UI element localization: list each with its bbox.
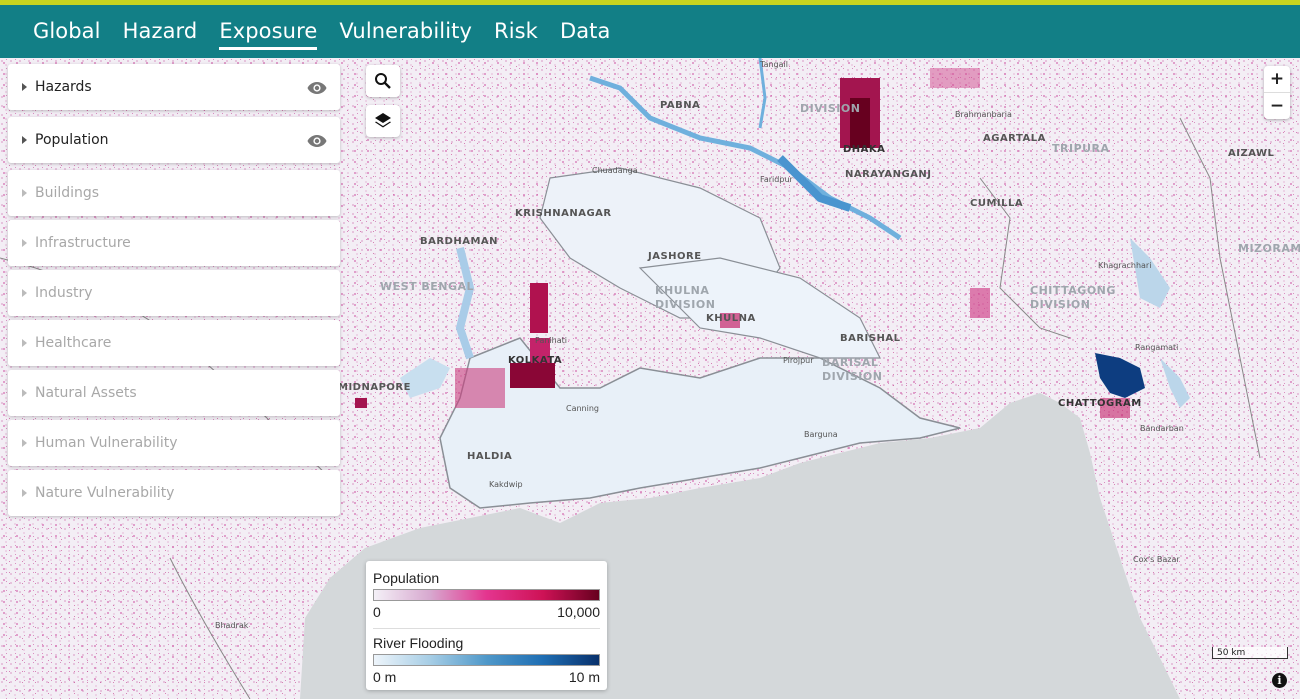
map-label-khulna: KHULNA [706,313,756,324]
search-icon [375,73,391,89]
map-label-coxs-bazar: Cox's Bazar [1133,555,1180,564]
legend-title-flooding: River Flooding [373,635,464,651]
layers-panel: Hazards Population Buildings Infrastruct… [8,64,340,520]
map-label-krishnanagar: KRISHNANAGAR [515,208,612,219]
caret-right-icon [22,439,27,447]
panel-item-nature-vulnerability[interactable]: Nature Vulnerability [8,470,340,516]
map-label-tangail: Tangail [760,60,788,69]
map-label-kolkata: KOLKATA [508,355,563,366]
info-icon[interactable]: i [1272,673,1287,688]
map-label-jashore: JASHORE [648,251,702,262]
search-button[interactable] [366,65,400,97]
map-label-faridpur: Faridpur [760,175,793,184]
panel-item-label: Industry [35,285,93,301]
map-canvas[interactable]: PABNA Tangail DIVISION DHAKA NARAYANGANJ… [0,58,1300,699]
nav-tab-hazard[interactable]: Hazard [122,19,198,43]
panel-item-label: Nature Vulnerability [35,485,175,501]
layers-icon [375,113,391,128]
map-label-dhaka-division: DIVISION [800,102,861,115]
panel-item-healthcare[interactable]: Healthcare [8,320,340,366]
caret-right-icon [22,83,27,91]
panel-item-label: Infrastructure [35,235,131,251]
caret-right-icon [22,339,27,347]
zoom-control: + − [1264,66,1290,119]
map-label-barisal-division: BARISAL DIVISION [822,356,883,383]
map-label-barguna: Barguna [804,430,838,439]
map-label-khagrachhari: Khagrachhari [1098,261,1152,270]
caret-right-icon [22,189,27,197]
map-label-chattogram: CHATTOGRAM [1058,398,1142,409]
panel-item-hazards[interactable]: Hazards [8,64,340,110]
zoom-in-button[interactable]: + [1269,69,1285,89]
panel-item-label: Buildings [35,185,100,201]
panel-item-label: Human Vulnerability [35,435,178,451]
map-label-pabna: PABNA [660,100,701,111]
map-label-pirojpur: Pirojpur [783,356,814,365]
nav-tab-global[interactable]: Global [33,19,101,43]
panel-item-label: Hazards [35,79,92,95]
legend-population-min: 0 [373,604,381,620]
map-label-haldia: HALDIA [467,451,513,462]
layers-button[interactable] [366,105,400,137]
panel-item-human-vulnerability[interactable]: Human Vulnerability [8,420,340,466]
map-legend: Population 0 10,000 River Flooding 0 m 1… [366,561,607,690]
main-nav: Global Hazard Exposure Vulnerability Ris… [33,19,632,50]
scale-bar: 50 km [1212,647,1288,659]
caret-right-icon [22,389,27,397]
zoom-out-button[interactable]: − [1264,92,1290,119]
panel-item-industry[interactable]: Industry [8,270,340,316]
legend-title-population: Population [373,570,440,586]
eye-icon[interactable] [307,133,327,152]
panel-item-label: Population [35,132,109,148]
map-label-brahmanbaria: Brahmanbaria [955,110,1012,119]
map-label-chittagong-division: CHITTAGONG DIVISION [1030,284,1116,311]
legend-population-max: 10,000 [557,604,600,620]
caret-right-icon [22,136,27,144]
map-label-mizoram: MIZORAM [1238,242,1300,255]
caret-right-icon [22,289,27,297]
legend-flooding-max: 10 m [568,669,600,685]
nav-tab-data[interactable]: Data [559,19,611,43]
map-label-west-bengal: WEST BENGAL [380,280,475,293]
map-label-tripura: TRIPURA [1052,142,1110,155]
caret-right-icon [22,239,27,247]
map-label-khulna-division: KHULNA DIVISION [655,284,716,311]
panel-item-population[interactable]: Population [8,117,340,163]
panel-item-infrastructure[interactable]: Infrastructure [8,220,340,266]
map-label-rangamati: Rangamati [1135,343,1179,352]
map-label-canning: Canning [566,404,599,413]
map-label-chuadanga: Chuadanga [592,166,638,175]
legend-flooding-min: 0 m [373,669,397,685]
map-label-bhadrak: Bhadrak [215,621,249,630]
map-graphic [0,58,1300,699]
panel-item-label: Natural Assets [35,385,137,401]
map-label-panihati: Panihati [535,336,567,345]
nav-tab-risk[interactable]: Risk [494,19,538,43]
map-label-aizawl: AIZAWL [1228,148,1275,159]
map-label-barishal: BARISHAL [840,333,901,344]
map-label-cumilla: CUMILLA [970,198,1024,209]
map-label-dhaka: DHAKA [843,144,886,155]
panel-item-buildings[interactable]: Buildings [8,170,340,216]
nav-tab-vulnerability[interactable]: Vulnerability [339,19,472,43]
map-label-kakdwip: Kakdwip [489,480,523,489]
map-label-bandarban: Bandarban [1140,424,1184,433]
panel-item-natural-assets[interactable]: Natural Assets [8,370,340,416]
map-label-narayanganj: NARAYANGANJ [845,169,932,180]
top-nav-bar: Global Hazard Exposure Vulnerability Ris… [0,0,1300,58]
map-label-agartala: AGARTALA [983,133,1046,144]
map-label-midnapore: MIDNAPORE [338,382,411,393]
caret-right-icon [22,489,27,497]
legend-divider [373,628,600,629]
flooding-color-ramp [373,654,600,666]
map-label-bardhaman: BARDHAMAN [420,236,499,247]
panel-item-label: Healthcare [35,335,112,351]
nav-tab-exposure[interactable]: Exposure [219,19,318,50]
eye-icon[interactable] [307,80,327,99]
population-color-ramp [373,589,600,601]
